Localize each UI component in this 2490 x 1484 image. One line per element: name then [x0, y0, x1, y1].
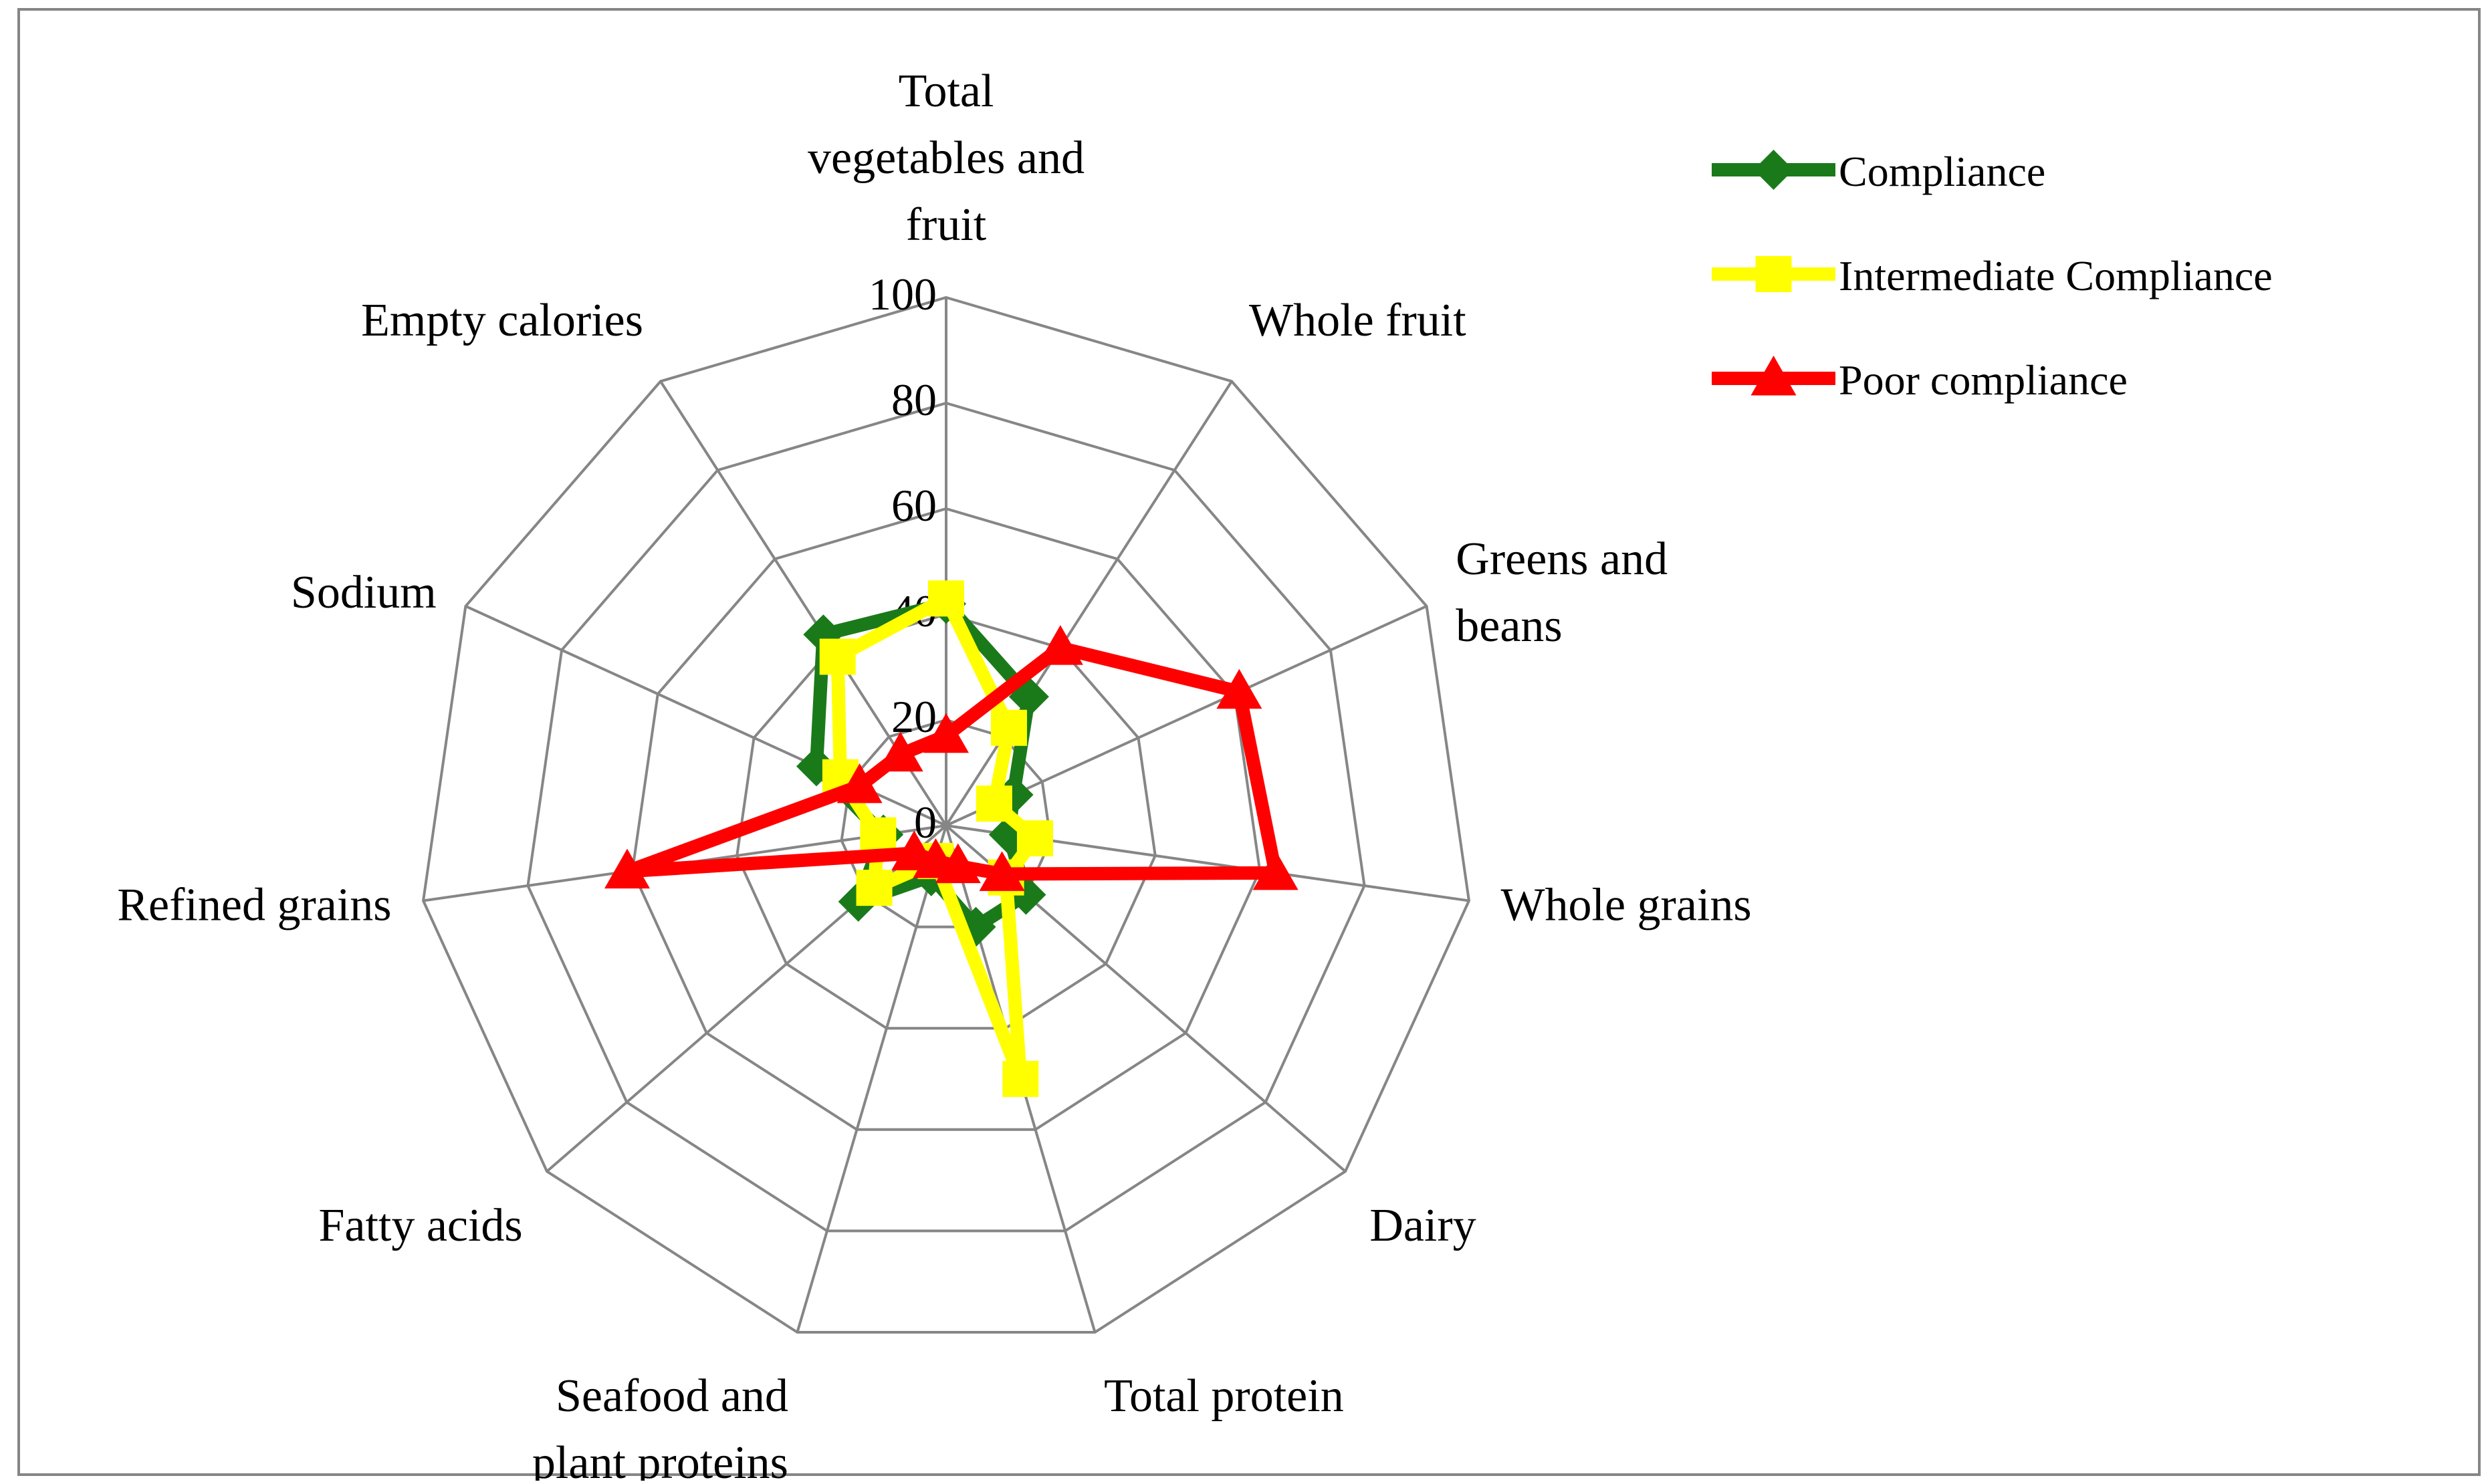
data-point-intermediate-compliance-empty-calories: [819, 638, 856, 675]
category-label-line: fruit: [906, 199, 987, 251]
category-label-empty-calories: Empty calories: [361, 295, 643, 346]
category-labels: Total vegetables and fruit Whole fruit Green…: [117, 66, 1751, 1484]
category-label-sodium: Sodium: [291, 567, 437, 618]
data-point-poor-compliance-empty-calories: [877, 731, 923, 772]
category-label-line: plant proteins: [532, 1437, 788, 1481]
spoke-seafood-and-plant-proteins: [796, 825, 947, 1333]
category-label-line: Refined grains: [117, 879, 391, 931]
data-point-poor-compliance-total-vegetables-and-fruit: [923, 713, 969, 753]
category-label-greens-and-beans: Greens and beans: [1456, 533, 1668, 652]
data-point-intermediate-compliance-refined-grains: [860, 817, 897, 854]
legend-label: Intermediate Compliance: [1839, 252, 2273, 299]
series-poor-compliance: [604, 625, 1298, 891]
data-point-poor-compliance-whole-grains: [1252, 850, 1298, 890]
category-label-line: Total: [899, 66, 994, 117]
grid-ring-100: [421, 295, 1471, 1334]
legend-label: Poor compliance: [1839, 356, 2128, 404]
category-label-line: vegetables and: [808, 132, 1085, 184]
category-label-total-vegetables-and-fruit: Total vegetables and fruit: [808, 66, 1085, 251]
data-point-intermediate-compliance-total-vegetables-and-fruit: [928, 580, 964, 617]
category-label-line: Total protein: [1104, 1370, 1344, 1422]
category-label-line: Empty calories: [361, 295, 643, 346]
data-point-intermediate-compliance-greens-and-beans: [976, 785, 1012, 822]
category-label-line: Greens and: [1456, 533, 1668, 585]
data-point-poor-compliance-dairy: [979, 851, 1025, 891]
category-label-line: Sodium: [291, 567, 437, 618]
data-point-intermediate-compliance-total-protein: [1002, 1060, 1039, 1097]
data-point-intermediate-compliance-whole-fruit: [990, 709, 1027, 746]
legend-label: Compliance: [1839, 148, 2045, 195]
category-label-seafood-and-plant-proteins: Seafood and plant proteins: [532, 1370, 788, 1481]
category-label-refined-grains: Refined grains: [117, 879, 391, 931]
category-label-line: Fatty acids: [318, 1200, 522, 1251]
category-label-line: Whole fruit: [1249, 295, 1466, 346]
legend-item-compliance: Compliance: [1712, 148, 2045, 195]
grid-ring-60: [631, 507, 1262, 1131]
data-point-intermediate-compliance-whole-grains: [1016, 820, 1053, 857]
legend-item-poor-compliance: Poor compliance: [1712, 356, 2128, 404]
category-label-fatty-acids: Fatty acids: [318, 1200, 522, 1251]
category-label-line: Whole grains: [1500, 879, 1751, 931]
legend-marker-diamond-icon: [1753, 150, 1794, 190]
category-label-line: Dairy: [1369, 1200, 1476, 1251]
grid-ring-80: [526, 401, 1366, 1233]
series-layer: [604, 580, 1298, 1097]
category-label-line: beans: [1456, 600, 1562, 652]
category-label-line: Seafood and: [556, 1370, 788, 1422]
data-point-poor-compliance-greens-and-beans: [1216, 668, 1262, 709]
category-label-whole-grains: Whole grains: [1500, 879, 1751, 931]
data-point-poor-compliance-fatty-acids: [891, 830, 937, 870]
data-point-poor-compliance-whole-fruit: [1037, 625, 1083, 665]
spoke-whole-fruit: [945, 380, 1233, 827]
category-label-whole-fruit: Whole fruit: [1249, 295, 1466, 346]
tick-label-60: 60: [891, 480, 937, 531]
category-label-dairy: Dairy: [1369, 1200, 1476, 1251]
data-point-intermediate-compliance-fatty-acids: [856, 870, 893, 906]
legend-item-intermediate-compliance: Intermediate Compliance: [1712, 252, 2273, 299]
legend-marker-square-icon: [1755, 256, 1792, 292]
tick-label-20: 20: [891, 691, 937, 742]
data-point-poor-compliance-sodium: [836, 763, 883, 803]
tick-label-100: 100: [869, 269, 937, 320]
tick-label-80: 80: [891, 374, 937, 425]
data-point-poor-compliance-refined-grains: [604, 848, 651, 889]
legend-marker-triangle-icon: [1750, 356, 1797, 396]
category-label-total-protein: Total protein: [1104, 1370, 1344, 1422]
legend: Compliance Intermediate Compliance Poor co…: [1712, 148, 2273, 404]
grid-ring-40: [735, 612, 1157, 1030]
